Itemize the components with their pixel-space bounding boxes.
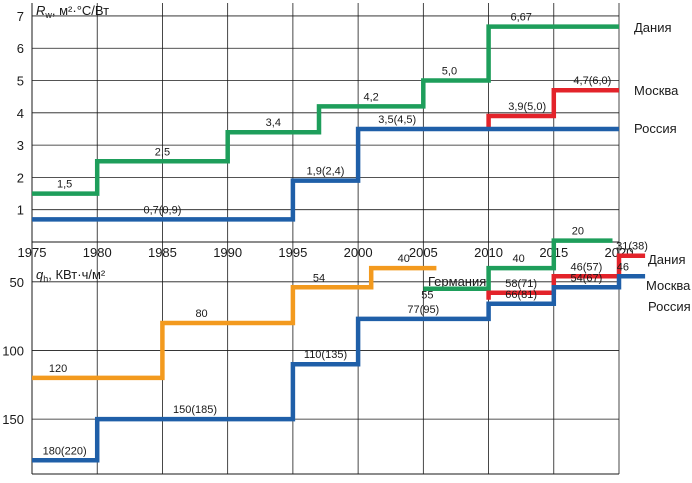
series-name-label: Россия [634, 121, 677, 136]
data-label: 120 [49, 363, 67, 375]
data-label: 1,5 [57, 179, 72, 191]
data-label: 5,0 [442, 66, 457, 78]
data-label: 55 [421, 290, 433, 302]
data-label: 4,7(6,0) [573, 75, 611, 87]
y-axis-unit: , м²·°С/Вт [52, 3, 109, 18]
data-label: 3,5(4,5) [378, 114, 416, 126]
y-tick-label: 2 [17, 170, 24, 185]
y-axis-subscript: w [44, 10, 52, 20]
series-line-1-2 [486, 87, 619, 129]
series-name-label: Москва [634, 83, 679, 98]
data-label: 3,9(5,0) [508, 101, 546, 113]
y-tick-label: 3 [17, 138, 24, 153]
series-name-label: Россия [648, 299, 691, 314]
series-name-label: Дания [634, 20, 672, 35]
y-axis-title: Rw, м²·°С/Вт [36, 3, 109, 20]
data-label: 40 [513, 253, 525, 265]
data-label: 180(220) [43, 445, 87, 457]
data-label: 20 [572, 226, 584, 238]
y-tick-label: 7 [17, 9, 24, 24]
data-label: 66(81) [505, 289, 537, 301]
data-label: 110(135) [304, 349, 347, 361]
y-tick-label: 100 [2, 343, 24, 358]
series-line-2-1 [32, 265, 437, 381]
y-tick-label: 50 [10, 275, 24, 290]
y-axis-unit: , КВт·ч/м² [48, 267, 106, 282]
data-label: 1,9(2,4) [307, 166, 345, 178]
series-name-label: Германия [428, 274, 486, 289]
series-line-1-3 [32, 126, 619, 222]
y-tick-label: 5 [17, 74, 24, 89]
data-label: 54 [313, 272, 325, 284]
data-label: 46 [617, 261, 629, 273]
y-axis-symbol: q [36, 267, 44, 282]
y-axis-symbol: R [36, 3, 45, 18]
data-label: 4,2 [364, 91, 379, 103]
data-label: 54(67) [570, 272, 602, 284]
data-label: 3,4 [266, 117, 281, 129]
y-axis-subscript: h [43, 274, 48, 284]
data-label: 80 [195, 308, 207, 320]
data-label: 77(95) [407, 304, 439, 316]
y-tick-label: 4 [17, 106, 24, 121]
y-axis-title: qh, КВт·ч/м² [36, 267, 106, 284]
series-name-label: Москва [646, 278, 691, 293]
series-name-label: Дания [648, 252, 686, 267]
y-tick-label: 150 [2, 412, 24, 427]
data-label: 2,5 [155, 146, 170, 158]
data-label: 150(185) [173, 404, 217, 416]
data-label: 6,67 [510, 12, 531, 24]
series-line-2-3 [486, 253, 646, 300]
series-line-2-2 [423, 238, 613, 291]
data-label: 40 [398, 253, 410, 265]
series-line-1-1 [32, 24, 619, 196]
data-label: 58(71) [505, 278, 537, 290]
y-tick-label: 6 [17, 41, 24, 56]
y-tick-label: 1 [17, 203, 24, 218]
data-label: 0,7(0,9) [143, 204, 181, 216]
data-label: 46(57) [570, 261, 602, 273]
series-line-2-4 [32, 274, 646, 463]
data-label: 31(38) [616, 241, 648, 253]
